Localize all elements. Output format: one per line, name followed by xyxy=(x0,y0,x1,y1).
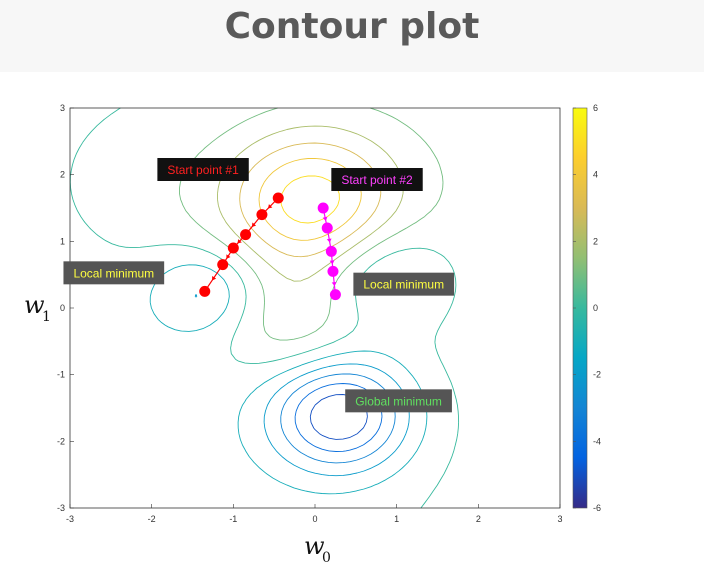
annotation-text: Start point #1 xyxy=(167,163,239,177)
path-point-2 xyxy=(321,222,333,234)
colorbar-tick-label: 4 xyxy=(593,170,598,180)
colorbar-tick-label: -6 xyxy=(593,503,601,513)
x-axis-label-subscript: 0 xyxy=(322,550,331,566)
y-tick-label: 2 xyxy=(60,170,65,180)
annotation-background xyxy=(157,158,249,181)
path-arrowhead xyxy=(267,204,273,209)
y-tick-label: -1 xyxy=(57,370,65,380)
path-arrowhead xyxy=(226,254,231,259)
colorbar-tick-label: -4 xyxy=(593,436,601,446)
path-arrowhead xyxy=(326,238,332,243)
path-point-2 xyxy=(329,289,341,301)
colorbar-tick-label: 0 xyxy=(593,303,598,313)
x-tick-label: 3 xyxy=(557,514,562,524)
annotation-text: Local minimum xyxy=(363,278,444,292)
y-tick-label: -3 xyxy=(57,503,65,513)
contour-line xyxy=(309,394,368,440)
contour-line xyxy=(280,175,340,224)
annotation-background xyxy=(345,389,452,413)
annotation-background xyxy=(331,168,423,191)
path-point-1 xyxy=(272,192,284,204)
x-tick-label: -1 xyxy=(229,514,237,524)
y-tick-label: 0 xyxy=(60,303,65,313)
annotation-text: Local minimum xyxy=(73,266,154,280)
y-axis-label: w xyxy=(24,291,45,319)
x-tick-label: 1 xyxy=(394,514,399,524)
path-arrowhead xyxy=(331,281,337,286)
path-point-1 xyxy=(227,242,239,254)
path-arrowhead xyxy=(329,260,335,265)
x-tick-label: 0 xyxy=(312,514,317,524)
contour-line xyxy=(194,294,410,477)
path-arrowhead xyxy=(212,275,217,281)
annotation-background xyxy=(353,272,455,296)
x-tick-label: -2 xyxy=(148,514,156,524)
annotation-box: Start point #2 xyxy=(331,168,423,191)
path-point-1 xyxy=(217,259,229,271)
path-arrowhead xyxy=(237,239,242,244)
path-arrowhead xyxy=(322,216,328,221)
axis-ticks: -3 -2 -1 0 1 2 3 3 2 1 0 -1 -2 -3 xyxy=(57,103,563,524)
annotation-box: Global minimum xyxy=(345,389,452,413)
annotation-box: Local minimum xyxy=(353,272,455,296)
colorbar-tick-label: 6 xyxy=(593,103,598,113)
colorbar-tick-label: 2 xyxy=(593,236,598,246)
contour-line xyxy=(217,125,404,282)
chart-title: Contour plot xyxy=(224,6,480,47)
y-axis-label-subscript: 1 xyxy=(42,309,51,325)
annotation-background xyxy=(63,261,165,285)
annotation-box: Local minimum xyxy=(63,261,165,285)
contour-line xyxy=(280,373,396,464)
path-point-1 xyxy=(240,229,252,241)
descent-paths xyxy=(199,192,341,301)
title-band xyxy=(0,0,704,72)
y-tick-label: -2 xyxy=(57,436,65,446)
x-tick-label: -3 xyxy=(66,514,74,524)
x-tick-label: 2 xyxy=(476,514,481,524)
annotation-text: Global minimum xyxy=(355,394,442,408)
plot-frame xyxy=(69,107,561,509)
y-tick-label: 3 xyxy=(60,103,65,113)
colorbar-ticks: 6 4 2 0 -2 -4 -6 xyxy=(573,103,601,513)
path-point-2 xyxy=(325,245,337,257)
annotation-text: Start point #2 xyxy=(341,173,413,187)
annotation-box: Start point #1 xyxy=(157,158,249,181)
path-point-1 xyxy=(256,209,268,221)
path-point-2 xyxy=(327,265,339,277)
annotations: Start point #1 Start point #2 Local minimu… xyxy=(63,158,455,413)
path-point-1 xyxy=(199,285,211,297)
y-tick-label: 1 xyxy=(60,236,65,246)
path-arrowhead xyxy=(251,222,257,227)
x-axis-label: w xyxy=(304,532,325,560)
colorbar-tick-label: -2 xyxy=(593,370,601,380)
path-point-2 xyxy=(317,202,329,214)
